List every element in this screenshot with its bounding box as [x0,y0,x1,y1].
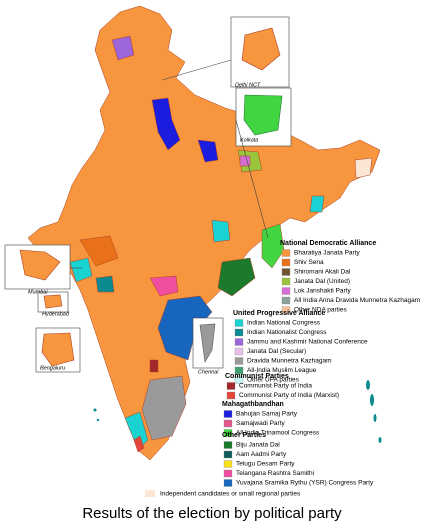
region-cpim [133,435,145,453]
legend-label: Samajwadi Party [236,420,286,427]
map-title: Results of the election by political par… [82,505,342,522]
legend-label: Indian National Congress [247,320,321,327]
islands [93,380,382,443]
legend-label: Telangana Rashtra Samithi [236,470,314,477]
legend-label: All-India Muslim League [247,367,317,374]
legend-label: Other UPA parties [247,377,300,384]
legend-swatch [223,419,233,428]
legend-label: Dravida Munnetra Kazhagam [247,358,332,365]
legend-swatch [226,382,236,390]
legend-swatch [226,391,236,400]
legend-swatch [234,347,244,356]
legend-label: Yuvajana Sramika Rythu (YSR) Congress Pa… [236,480,374,487]
legend-swatch [234,328,244,337]
legend-heading: Communist Parties [225,373,289,380]
legend-heading: United Progressive Alliance [233,310,325,317]
inset-label: Kolkata [240,137,258,143]
region-cpi [149,359,159,373]
legend-label: Janata Dal (Secular) [247,348,306,355]
legend-swatch [281,268,291,276]
inset-label: Chennai [198,369,219,375]
region-ncp [95,275,115,293]
inset-label: Mumbai [28,289,48,295]
legend-swatch [281,258,291,267]
legend-label: Communist Party of India [239,383,312,390]
legend-label: Telugu Desam Party [236,461,295,468]
region-dmk [141,375,187,441]
legend-label: Lok Janshakti Party [294,288,351,295]
legend-label: All India Anna Dravida Munnetra Kazhagam [294,297,420,304]
legend-swatch [234,376,244,384]
region-trs [149,275,179,297]
legend-heading: Mahagathbandhan [222,401,284,408]
region-shiv-sena [79,235,119,267]
legend-swatch [234,366,244,375]
region-bjd [217,257,256,297]
legend-swatch [234,338,244,346]
legend-swatch [145,490,155,497]
legend-label: Janata Dal (United) [294,278,350,285]
legend-swatch [281,296,291,305]
legend-swatch [281,249,291,257]
legend-label: Other NDA parties [294,307,347,314]
legend-swatch [281,287,291,295]
legend-swatch [223,479,233,487]
legend-label: Communist Party of India (Marxist) [239,392,339,399]
legend-swatch [223,460,233,468]
inset-label: Bengaluru [40,365,65,371]
country-map [27,5,381,461]
legend-label: Jammu and Kashmir National Conference [247,339,368,346]
region-bsp [151,97,181,151]
legend-label: Independent candidates or small regional… [160,491,301,498]
legend-label: Biju Janata Dal [236,442,280,449]
legend-swatch [281,277,291,286]
legend-swatch [223,450,233,459]
legend-label: Indian Nationalist Congress [247,329,327,336]
inset-label: Hyderabad [42,311,70,317]
legend-swatch [223,429,233,437]
region-other [354,157,373,179]
legend: National Democratic Alliance Bharatiya Ja… [145,240,420,498]
region-inc [309,195,325,213]
legend-swatch [223,410,233,418]
legend-swatch [234,357,244,365]
region-inc [124,411,149,451]
legend-label: Shiromani Akali Dal [294,269,351,276]
legend-label: All India Trinamool Congress [236,430,320,437]
inset-pointers [70,59,269,269]
legend-label: Shiv Sena [294,259,324,266]
region-lsjp [239,155,251,167]
region-inc [211,219,231,243]
region-tmc [261,223,285,269]
legend-heading: Other Parties [222,432,266,439]
legend-heading: National Democratic Alliance [280,240,376,247]
inset-label: Delhi NCT [235,82,261,88]
legend-swatch [234,319,244,327]
legend-label: Aam Aadmi Party [236,451,287,458]
legend-label: Bharatiya Janata Party [294,250,361,257]
legend-swatch [223,469,233,478]
region-ysr [157,295,213,361]
legend-swatch [223,441,233,449]
region-inc [69,257,93,283]
region-bsp [197,139,219,163]
legend-swatch [281,306,291,314]
insets [4,16,292,373]
legend-label: Bahujan Samaj Party [236,411,298,418]
region-jknc [111,35,135,61]
